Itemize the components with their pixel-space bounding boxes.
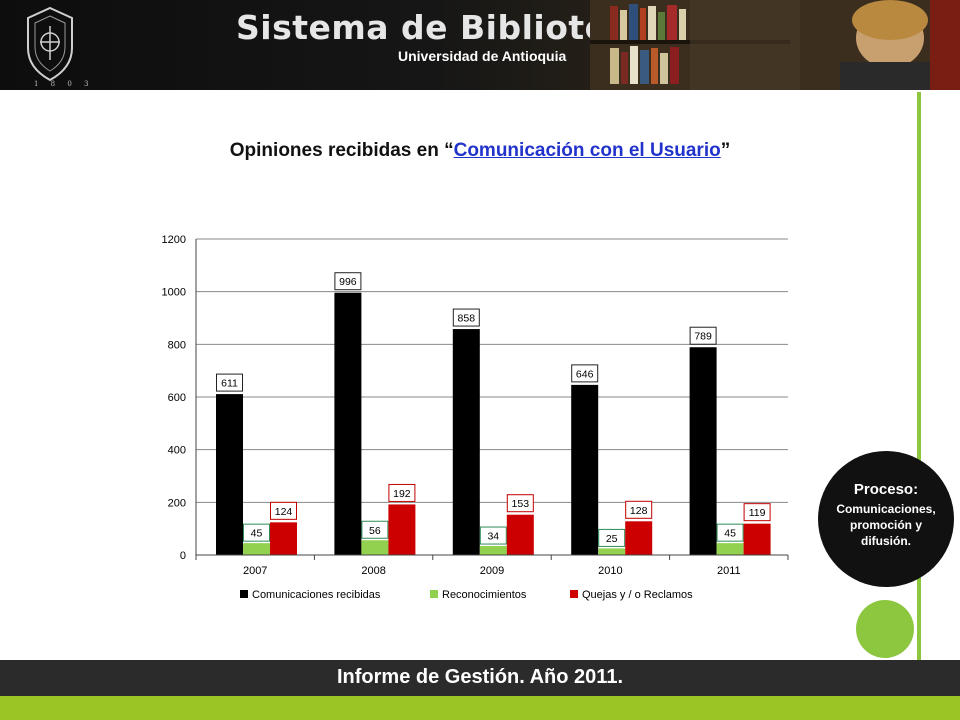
bar <box>506 514 534 555</box>
data-label-box <box>270 501 297 520</box>
data-label-box <box>361 520 389 539</box>
y-tick-label: 200 <box>168 497 186 509</box>
chart-title-prefix: Opiniones recibidas en “ <box>229 140 454 161</box>
library-photo <box>590 0 960 90</box>
bottom-green-bar <box>0 696 960 720</box>
data-label-box <box>571 364 599 383</box>
bar <box>598 548 626 555</box>
data-label-box <box>334 272 362 291</box>
bar <box>479 546 507 555</box>
data-label-box <box>243 523 270 542</box>
data-label: 153 <box>512 498 530 510</box>
process-badge: Proceso: Comunicaciones, promoción y dif… <box>818 451 954 587</box>
bar <box>452 329 480 555</box>
data-label-box <box>743 503 771 522</box>
data-label-box <box>216 373 243 392</box>
bar <box>243 543 270 555</box>
process-text: Comunicaciones, promoción y difusión. <box>836 502 936 548</box>
data-label-box <box>598 528 626 547</box>
data-label: 611 <box>221 378 238 390</box>
footer-text: Informe de Gestión. Año 2011. <box>337 666 623 688</box>
data-label: 34 <box>487 531 499 543</box>
bar <box>361 540 389 555</box>
y-tick-label: 1000 <box>162 287 186 299</box>
bar <box>571 384 599 555</box>
bar <box>388 504 416 555</box>
bar <box>716 543 744 555</box>
legend-swatch <box>430 590 438 598</box>
data-label: 789 <box>694 331 712 343</box>
bar <box>216 394 243 555</box>
legend-label: Quejas y / o Reclamos <box>582 589 693 601</box>
green-vertical-line <box>917 92 921 660</box>
data-label: 128 <box>630 505 648 517</box>
data-label-box <box>452 308 480 327</box>
x-tick-label: 2011 <box>717 565 741 577</box>
green-circle <box>856 600 914 658</box>
data-label: 25 <box>606 533 618 545</box>
process-label: Proceso: <box>853 481 919 498</box>
y-tick-label: 1200 <box>162 234 186 246</box>
university-seal-icon <box>27 6 73 82</box>
data-label-box <box>625 500 653 519</box>
data-label-box <box>689 326 717 345</box>
legend-label: Comunicaciones recibidas <box>252 589 381 601</box>
chart-title: Opiniones recibidas en “Comunicación con… <box>0 140 960 162</box>
header-banner: 1 8 0 3 Sistema de Bibliotecas Universid… <box>0 0 960 90</box>
y-tick-label: 0 <box>180 550 186 562</box>
brand-subtitle: Universidad de Antioquia <box>398 48 567 64</box>
x-tick-label: 2010 <box>598 565 622 577</box>
x-tick-label: 2009 <box>480 565 504 577</box>
legend-swatch <box>240 590 248 598</box>
bar <box>625 521 653 555</box>
bar <box>270 522 297 555</box>
data-label: 124 <box>275 506 293 518</box>
data-label: 858 <box>458 313 476 325</box>
data-label: 646 <box>576 368 594 380</box>
chart-title-link[interactable]: Comunicación con el Usuario <box>453 140 721 161</box>
data-label-box <box>506 494 534 513</box>
y-tick-label: 600 <box>168 392 186 404</box>
data-label: 45 <box>251 528 263 540</box>
chart-title-suffix: ” <box>720 140 731 161</box>
x-tick-label: 2007 <box>243 565 267 577</box>
seal-year: 1 8 0 3 <box>34 80 94 88</box>
data-label-box <box>716 523 744 542</box>
bar <box>743 523 771 555</box>
data-label-box <box>479 526 507 545</box>
data-label: 192 <box>393 488 411 500</box>
bar <box>334 292 362 555</box>
x-tick-label: 2008 <box>361 565 385 577</box>
legend-swatch <box>570 590 578 598</box>
data-label: 996 <box>339 276 357 288</box>
data-label: 119 <box>749 507 766 519</box>
bar <box>689 347 717 555</box>
legend-label: Reconocimientos <box>442 589 527 601</box>
bar-chart: 0 200 400 600 800 1000 1200 2007 611 45 124 2008 996… <box>162 234 789 601</box>
data-label-box <box>388 483 416 502</box>
footer-bar: Informe de Gestión. Año 2011. <box>0 660 960 696</box>
y-tick-label: 400 <box>168 445 186 457</box>
data-label: 56 <box>369 525 381 537</box>
data-label: 45 <box>724 528 736 540</box>
y-tick-label: 800 <box>168 339 186 351</box>
